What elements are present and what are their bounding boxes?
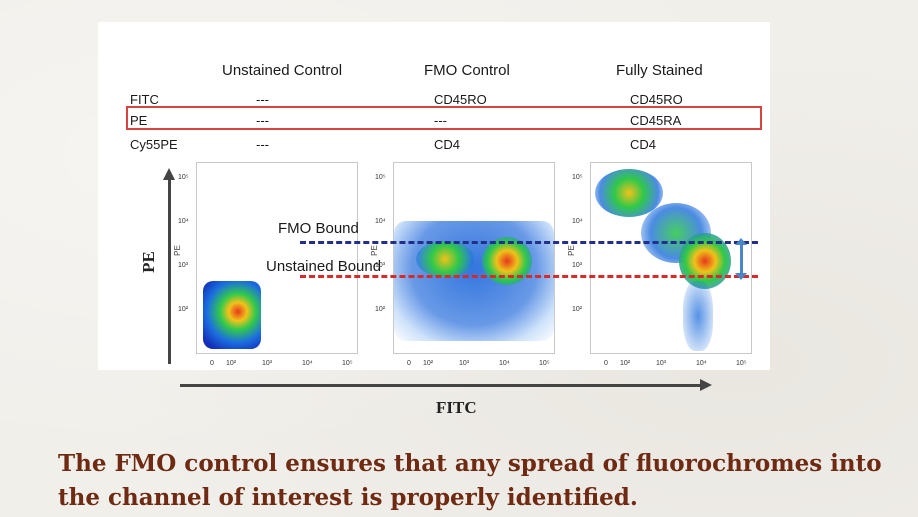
xtick-1e3-p1: 10³ — [262, 360, 273, 367]
cell-fitc-unstained: --- — [256, 92, 269, 107]
cell-pe-full: CD45RA — [630, 113, 682, 128]
fmo-bound-label: FMO Bound — [278, 220, 359, 237]
xtick-0-p3: 0 — [604, 360, 608, 367]
y-axis-label: PE — [138, 251, 158, 273]
plot-ylabel-small-1: PE — [172, 245, 182, 256]
cell-cy55pe-unstained: --- — [256, 137, 269, 152]
ytick-1e3-p3: 10³ — [572, 262, 583, 269]
fmo-bound-line — [300, 241, 758, 244]
flow-cytometry-figure: Unstained Control FMO Control Fully Stai… — [98, 22, 770, 370]
cell-pe-fmo: --- — [434, 113, 447, 128]
plot-unstained — [196, 162, 358, 354]
header-fully-stained: Fully Stained — [616, 62, 703, 79]
cell-cy55pe-fmo: CD4 — [434, 137, 461, 152]
scatter-tail-full — [683, 281, 713, 351]
cell-fitc-full: CD45RO — [630, 92, 683, 107]
ytick-1e2-p1: 10² — [178, 306, 189, 313]
scatter-cluster-fmo-left — [416, 241, 474, 277]
xtick-0-p1: 0 — [210, 360, 214, 367]
scatter-density-unstained — [203, 281, 261, 349]
ytick-1e2-p2: 10² — [375, 306, 386, 313]
unstained-bound-label: Unstained Bound — [266, 258, 382, 275]
cell-pe-unstained: --- — [256, 113, 269, 128]
xtick-1e3-p3: 10³ — [656, 360, 667, 367]
xtick-1e5-p2: 10⁵ — [539, 360, 550, 367]
xtick-1e2-p1: 10² — [226, 360, 237, 367]
ytick-1e5-p1: 10⁵ — [178, 174, 189, 181]
xtick-1e3-p2: 10³ — [459, 360, 470, 367]
slide-caption: The FMO control ensures that any spread … — [58, 450, 882, 511]
x-axis-arrow — [180, 379, 712, 391]
ytick-1e5-p2: 10⁵ — [375, 174, 386, 181]
x-axis-label: FITC — [436, 398, 477, 417]
cell-fitc-fmo: CD45RO — [434, 92, 487, 107]
xtick-1e4-p1: 10⁴ — [302, 360, 313, 367]
cell-cy55pe-full: CD4 — [630, 137, 657, 152]
header-unstained: Unstained Control — [222, 62, 343, 79]
xtick-1e2-p3: 10² — [620, 360, 631, 367]
ytick-1e4-p2: 10⁴ — [375, 218, 386, 225]
xtick-1e2-p2: 10² — [423, 360, 434, 367]
ytick-1e2-p3: 10² — [572, 306, 583, 313]
xtick-1e5-p1: 10⁵ — [342, 360, 353, 367]
plot-fmo — [393, 162, 555, 354]
ytick-1e5-p3: 10⁵ — [572, 174, 583, 181]
xtick-1e5-p3: 10⁵ — [736, 360, 747, 367]
ytick-1e3-p2: 10³ — [375, 262, 386, 269]
plot-fully-stained — [590, 162, 752, 354]
ytick-1e3-p1: 10³ — [178, 262, 189, 269]
scatter-cluster-full-top — [595, 169, 663, 217]
unstained-bound-line — [300, 275, 758, 278]
pe-highlight-box — [126, 106, 762, 130]
xtick-1e4-p3: 10⁴ — [696, 360, 707, 367]
plot-ylabel-small-2: PE — [369, 245, 379, 256]
row-label-fitc: FITC — [130, 92, 159, 107]
header-fmo: FMO Control — [424, 62, 510, 79]
plot-ylabel-small-3: PE — [566, 245, 576, 256]
row-label-cy55pe: Cy55PE — [130, 137, 178, 152]
xtick-0-p2: 0 — [407, 360, 411, 367]
scatter-spread-fmo — [394, 221, 554, 341]
row-label-pe: PE — [130, 113, 148, 128]
ytick-1e4-p1: 10⁴ — [178, 218, 189, 225]
xtick-1e4-p2: 10⁴ — [499, 360, 510, 367]
spread-double-arrow — [735, 238, 747, 280]
ytick-1e4-p3: 10⁴ — [572, 218, 583, 225]
y-axis-arrow — [163, 168, 175, 364]
